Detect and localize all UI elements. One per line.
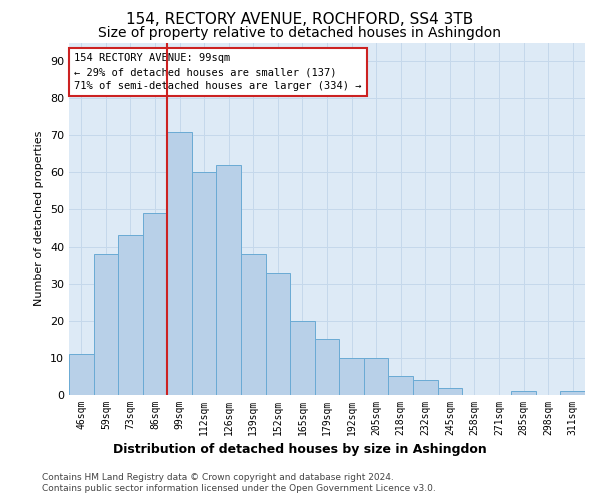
Y-axis label: Number of detached properties: Number of detached properties bbox=[34, 131, 44, 306]
Bar bbox=[315, 340, 339, 395]
Bar bbox=[511, 392, 536, 395]
Bar bbox=[413, 380, 437, 395]
Text: Contains HM Land Registry data © Crown copyright and database right 2024.: Contains HM Land Registry data © Crown c… bbox=[42, 472, 394, 482]
Bar bbox=[266, 272, 290, 395]
Bar bbox=[364, 358, 388, 395]
Bar bbox=[339, 358, 364, 395]
Text: 154, RECTORY AVENUE, ROCHFORD, SS4 3TB: 154, RECTORY AVENUE, ROCHFORD, SS4 3TB bbox=[127, 12, 473, 28]
Bar bbox=[560, 392, 585, 395]
Bar bbox=[437, 388, 462, 395]
Bar bbox=[388, 376, 413, 395]
Bar bbox=[118, 236, 143, 395]
Bar bbox=[94, 254, 118, 395]
Bar bbox=[143, 213, 167, 395]
Text: Distribution of detached houses by size in Ashingdon: Distribution of detached houses by size … bbox=[113, 442, 487, 456]
Text: 154 RECTORY AVENUE: 99sqm
← 29% of detached houses are smaller (137)
71% of semi: 154 RECTORY AVENUE: 99sqm ← 29% of detac… bbox=[74, 53, 362, 91]
Bar bbox=[167, 132, 192, 395]
Bar bbox=[69, 354, 94, 395]
Bar bbox=[290, 321, 315, 395]
Bar bbox=[192, 172, 217, 395]
Bar bbox=[241, 254, 266, 395]
Text: Size of property relative to detached houses in Ashingdon: Size of property relative to detached ho… bbox=[98, 26, 502, 40]
Text: Contains public sector information licensed under the Open Government Licence v3: Contains public sector information licen… bbox=[42, 484, 436, 493]
Bar bbox=[217, 165, 241, 395]
